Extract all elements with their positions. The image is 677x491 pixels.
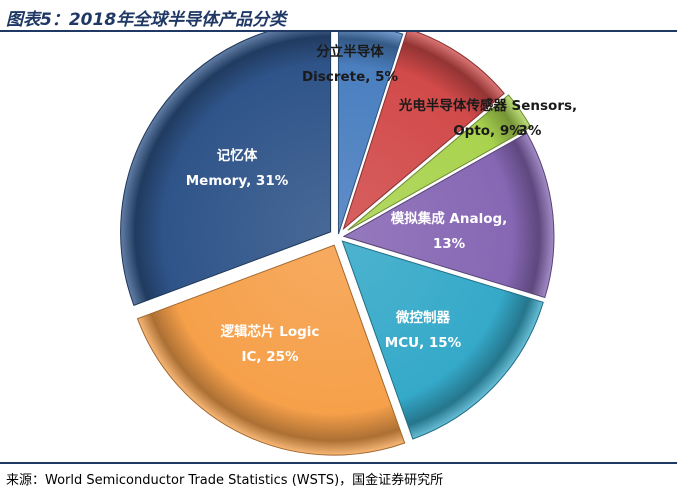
pie-chart: 分立半导体 Discrete, 5% 光电半导体传感器 Sensors, Opto, … <box>120 32 577 456</box>
pie-label-logic-ic: 逻辑芯片 Logic IC, 25% <box>221 323 320 365</box>
pie-label-sensors: 3% <box>519 123 542 139</box>
source-footer: 来源：World Semiconductor Trade Statistics … <box>0 462 677 491</box>
pie-label-opto: 光电半导体传感器 Sensors, Opto, 9% <box>398 97 577 139</box>
pie-slice-discrete <box>337 32 404 235</box>
pie-slice-memory <box>120 32 332 307</box>
pie-slice-sensors <box>347 94 532 231</box>
pie-labels: 分立半导体 Discrete, 5% 光电半导体传感器 Sensors, Opto, … <box>186 43 577 365</box>
pie-label-memory: 记忆体 Memory, 31% <box>186 147 289 189</box>
pie-slice-logic-ic <box>136 244 406 456</box>
pie-label-discrete: 分立半导体 Discrete, 5% <box>302 43 399 85</box>
source-note: 来源：World Semiconductor Trade Statistics … <box>6 473 444 488</box>
pie-slice-mcu <box>341 240 544 440</box>
pie-label-analog: 模拟集成 Analog, 13% <box>391 210 508 252</box>
figure-title: 图表5：2018年全球半导体产品分类 <box>6 10 287 30</box>
figure-title-bar: 图表5：2018年全球半导体产品分类 <box>0 0 677 32</box>
pie-slice-opto <box>342 32 505 231</box>
pie-slices <box>120 32 555 456</box>
pie-label-mcu: 微控制器 MCU, 15% <box>385 309 462 351</box>
pie-slice-analog <box>342 132 555 299</box>
